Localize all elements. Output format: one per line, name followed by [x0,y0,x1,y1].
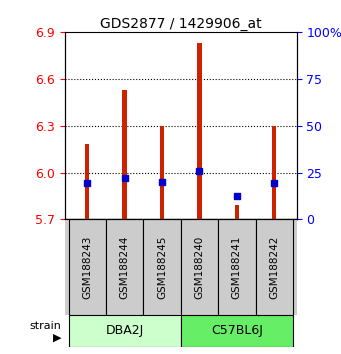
Text: C57BL6J: C57BL6J [211,325,263,337]
Text: GSM188240: GSM188240 [194,236,205,299]
Bar [122,90,127,219]
Bar [218,219,255,315]
Bar [69,315,181,347]
Bar [181,219,218,315]
Bar [255,219,293,315]
Text: GSM188243: GSM188243 [82,235,92,299]
Text: DBA2J: DBA2J [105,325,144,337]
Bar [235,205,239,219]
Bar [69,219,106,315]
Title: GDS2877 / 1429906_at: GDS2877 / 1429906_at [100,17,262,31]
Bar [181,315,293,347]
Bar [85,144,89,219]
Text: ▶: ▶ [53,332,61,342]
Bar [160,126,164,219]
Bar [197,43,202,219]
Text: strain: strain [30,321,61,331]
Bar [143,219,181,315]
Text: GSM188244: GSM188244 [120,235,130,299]
Text: GSM188241: GSM188241 [232,235,242,299]
Bar [106,219,143,315]
Text: GSM188242: GSM188242 [269,235,279,299]
Bar [272,126,277,219]
Text: GSM188245: GSM188245 [157,235,167,299]
